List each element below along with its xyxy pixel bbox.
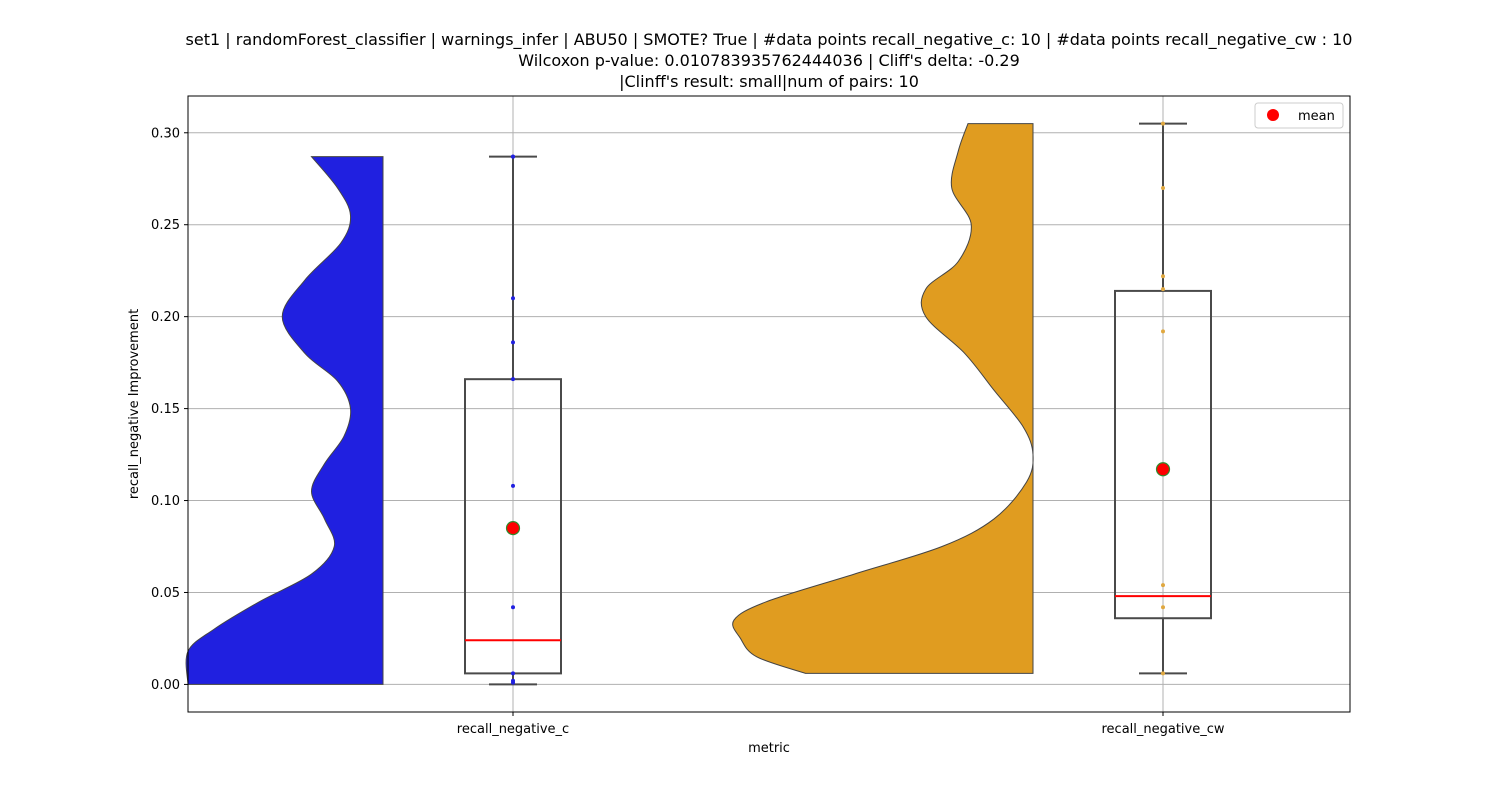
legend-mean-label: mean xyxy=(1298,109,1335,124)
data-point xyxy=(1161,274,1165,279)
data-point xyxy=(511,678,515,683)
data-point xyxy=(511,154,515,159)
x-axis-label: metric xyxy=(748,741,790,756)
data-point xyxy=(511,605,515,610)
data-point xyxy=(1161,605,1165,610)
y-axis-label: recall_negative Improvement xyxy=(127,309,142,499)
y-tick-label: 0.05 xyxy=(151,586,180,601)
chart-title-line-3: |Clinff's result: small|num of pairs: 10 xyxy=(619,72,919,91)
y-tick-label: 0.15 xyxy=(151,402,180,417)
mean-marker xyxy=(1155,462,1171,477)
y-tick-label: 0.30 xyxy=(151,126,180,141)
y-tick-label: 0.20 xyxy=(151,310,180,325)
data-point xyxy=(1161,671,1165,676)
data-point xyxy=(511,483,515,488)
y-tick-label: 0.00 xyxy=(151,678,180,693)
x-tick-label: recall_negative_cw xyxy=(1101,722,1224,737)
data-point xyxy=(1161,329,1165,334)
plot-frame xyxy=(187,95,1351,713)
violin-recall_negative_cw xyxy=(732,123,1034,674)
data-point xyxy=(1161,185,1165,190)
chart-title-line-2: Wilcoxon p-value: 0.010783935762444036 |… xyxy=(518,51,1020,70)
data-point xyxy=(1161,287,1165,292)
x-tick-label: recall_negative_c xyxy=(457,722,569,737)
data-point xyxy=(1161,121,1165,126)
violin-recall_negative_c xyxy=(185,156,384,685)
mean-marker xyxy=(505,521,521,536)
violin-layer xyxy=(185,123,1034,685)
y-tick-label: 0.25 xyxy=(151,218,180,233)
axis-layer: 0.00 0.05 0.10 0.15 0.20 0.25 0.30 recall_negat… xyxy=(151,126,1225,737)
legend: mean xyxy=(1254,102,1344,129)
legend-box xyxy=(1254,102,1344,129)
data-point xyxy=(511,377,515,382)
data-point xyxy=(511,671,515,676)
data-point xyxy=(511,296,515,301)
data-point xyxy=(511,340,515,345)
y-tick-label: 0.10 xyxy=(151,494,180,509)
data-point xyxy=(1161,583,1165,588)
point-layer xyxy=(505,121,1171,685)
legend-mean-marker xyxy=(1267,109,1279,121)
chart-title-line-1: set1 | randomForest_classifier | warning… xyxy=(185,30,1353,49)
